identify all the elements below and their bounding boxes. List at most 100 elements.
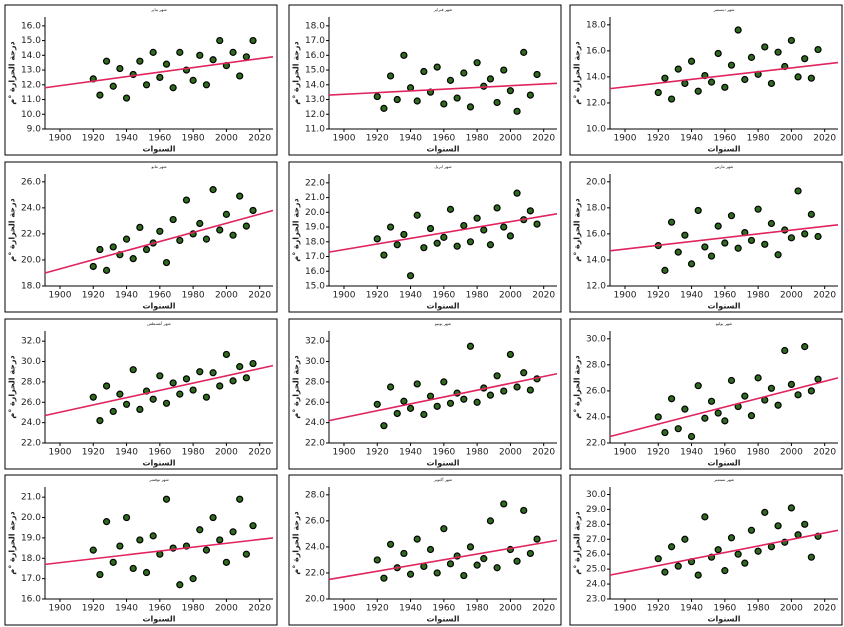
data-point bbox=[202, 235, 211, 243]
data-point bbox=[202, 546, 211, 554]
x-tick-label: 1920 bbox=[82, 291, 105, 301]
x-tick-label: 1980 bbox=[466, 448, 489, 458]
data-point bbox=[420, 410, 428, 419]
x-tick-label: 1940 bbox=[680, 291, 703, 301]
data-point bbox=[694, 571, 702, 579]
y-tick-label: 25.0 bbox=[586, 565, 606, 575]
data-point bbox=[400, 549, 408, 558]
data-point bbox=[446, 399, 455, 407]
data-point bbox=[473, 214, 481, 222]
data-point bbox=[380, 422, 388, 430]
x-tick-label: 1960 bbox=[713, 291, 736, 301]
data-point bbox=[687, 432, 696, 441]
data-point bbox=[89, 262, 97, 271]
x-tick-label: 1920 bbox=[82, 448, 105, 458]
panel: شهر يوليو 22.0 24.0 26.0 28.0 30.0 1900 1920 194… bbox=[569, 318, 843, 470]
y-tick-label: 10.0 bbox=[21, 110, 41, 120]
data-point bbox=[393, 241, 401, 249]
y-tick-label: 21.0 bbox=[305, 193, 325, 203]
data-point bbox=[506, 350, 515, 359]
data-point bbox=[162, 495, 171, 503]
x-tick-label: 1940 bbox=[399, 291, 422, 301]
data-point bbox=[249, 522, 257, 530]
data-point bbox=[406, 272, 415, 280]
data-point bbox=[433, 239, 441, 247]
data-point bbox=[129, 564, 137, 573]
y-tick-label: 26.0 bbox=[305, 398, 325, 408]
data-point bbox=[116, 64, 124, 73]
trend-line bbox=[609, 377, 839, 438]
data-point bbox=[794, 187, 802, 195]
data-point bbox=[681, 405, 689, 413]
y-axis-label: درجة الحرارة °م bbox=[8, 355, 17, 418]
panel: شهر ابريل 15.0 16.0 17.0 18.0 19.0 20.0 21.0 22.… bbox=[288, 161, 562, 313]
data-point bbox=[136, 536, 144, 544]
y-tick-label: 20.0 bbox=[21, 255, 41, 265]
data-point bbox=[406, 84, 415, 92]
data-point bbox=[109, 407, 117, 416]
y-tick-label: 18.0 bbox=[21, 282, 41, 292]
y-tick-label: 17.0 bbox=[21, 574, 41, 584]
y-tick-label: 18.0 bbox=[586, 20, 606, 30]
y-axis-label: درجة الحرارة °م bbox=[573, 355, 582, 418]
trend-line bbox=[44, 364, 274, 417]
data-point bbox=[466, 543, 475, 551]
data-point bbox=[801, 520, 809, 528]
data-point bbox=[721, 567, 729, 575]
data-point bbox=[694, 382, 702, 390]
x-tick-label: 1960 bbox=[432, 134, 455, 144]
x-tick-label: 2000 bbox=[499, 134, 522, 144]
data-point bbox=[460, 395, 468, 403]
data-point bbox=[707, 78, 716, 86]
data-point bbox=[493, 372, 501, 380]
x-tick-label: 1900 bbox=[333, 448, 356, 458]
data-point bbox=[787, 504, 796, 512]
y-axis-label: درجة الحرارة °م bbox=[573, 198, 582, 261]
panel-border bbox=[288, 161, 562, 313]
y-tick-label: 24.0 bbox=[305, 418, 325, 428]
data-point bbox=[236, 192, 244, 200]
data-point bbox=[480, 226, 488, 234]
data-point bbox=[667, 218, 676, 226]
data-point bbox=[473, 398, 481, 406]
x-tick-label: 2000 bbox=[215, 134, 238, 144]
data-point bbox=[89, 546, 97, 554]
data-point bbox=[440, 100, 448, 108]
x-tick-label: 1960 bbox=[713, 448, 736, 458]
data-point bbox=[386, 223, 395, 231]
data-point bbox=[754, 374, 762, 382]
data-point bbox=[169, 379, 177, 387]
data-point bbox=[674, 248, 682, 256]
y-tick-label: 28.0 bbox=[21, 377, 41, 387]
data-point bbox=[380, 251, 388, 259]
data-point bbox=[400, 397, 408, 405]
data-point bbox=[466, 342, 475, 350]
data-point bbox=[96, 91, 104, 99]
x-tick-label: 1900 bbox=[333, 291, 356, 301]
data-point bbox=[727, 534, 736, 542]
data-point bbox=[486, 75, 495, 83]
chart-title: شهر يونيو bbox=[434, 321, 452, 326]
data-point bbox=[242, 550, 250, 558]
data-point bbox=[176, 390, 184, 398]
y-axis-label: درجة الحرارة °م bbox=[573, 511, 582, 574]
y-tick-label: 28.0 bbox=[305, 377, 325, 387]
x-axis-label: السنوات bbox=[427, 145, 460, 154]
x-tick-label: 1980 bbox=[747, 291, 770, 301]
data-point bbox=[787, 234, 796, 242]
panel-border bbox=[288, 318, 562, 470]
data-point bbox=[674, 562, 682, 570]
x-tick-label: 1960 bbox=[432, 604, 455, 614]
data-point bbox=[142, 81, 151, 89]
data-point bbox=[413, 211, 421, 219]
x-tick-label: 2020 bbox=[532, 134, 555, 144]
y-tick-label: 28.0 bbox=[586, 520, 606, 530]
data-point bbox=[513, 189, 521, 197]
x-tick-label: 1980 bbox=[466, 291, 489, 301]
data-point bbox=[189, 575, 197, 583]
data-point bbox=[222, 350, 231, 359]
data-point bbox=[681, 79, 689, 88]
x-tick-label: 2020 bbox=[248, 291, 271, 301]
data-point bbox=[196, 219, 204, 228]
x-tick-label: 2020 bbox=[813, 448, 836, 458]
